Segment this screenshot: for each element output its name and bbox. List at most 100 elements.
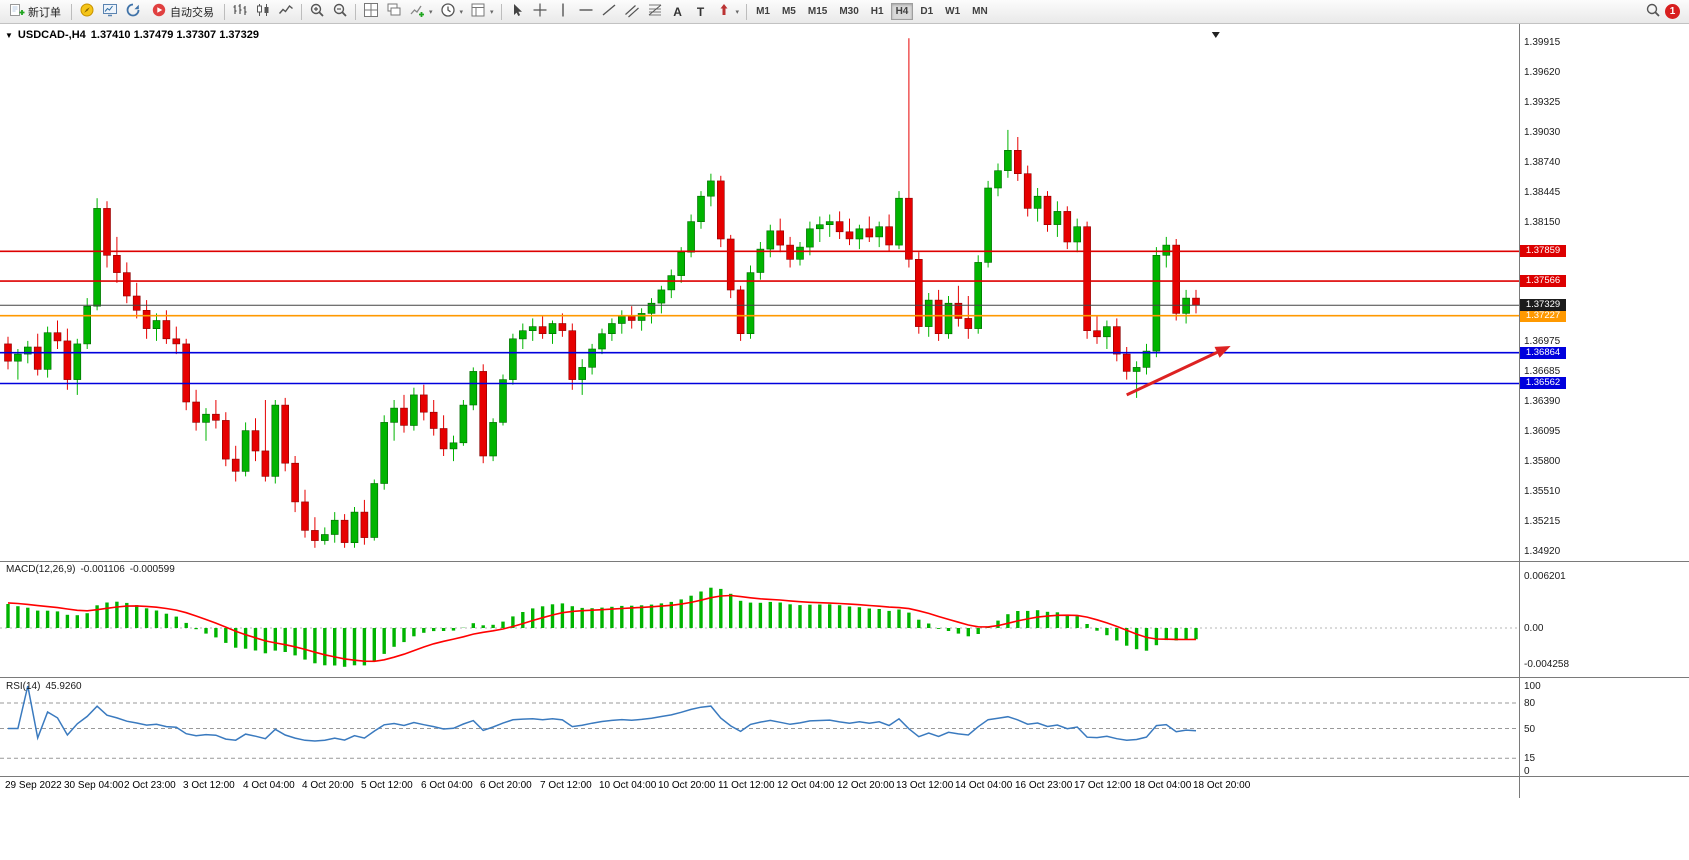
candlestick-chart-icon: [255, 2, 271, 21]
time-axis[interactable]: 29 Sep 2022 30 Sep 04:00 2 Oct 23:00 3 Oct …: [0, 780, 1519, 796]
rsi-indicator-pane[interactable]: [0, 679, 1519, 776]
line-chart-button[interactable]: [275, 2, 297, 22]
timeframe-mn[interactable]: MN: [967, 3, 993, 20]
timeframe-m15[interactable]: M15: [803, 3, 832, 20]
time-axis-label: 5 Oct 12:00: [361, 780, 413, 791]
zoom-out-button[interactable]: [329, 2, 351, 22]
indicators-button[interactable]: ▾: [406, 2, 436, 22]
arrows-tool-button[interactable]: ▾: [713, 2, 743, 22]
price-axis-label: 1.39620: [1524, 67, 1561, 78]
rsi-axis-label: 15: [1524, 753, 1536, 764]
toolbar-separator: [301, 3, 302, 20]
label-tool-button[interactable]: T: [690, 2, 712, 22]
time-axis-label: 29 Sep 2022: [5, 780, 62, 791]
time-axis-label: 4 Oct 20:00: [302, 780, 354, 791]
crosshair-icon: [532, 2, 548, 21]
periods-button[interactable]: ▾: [437, 2, 467, 22]
price-chart[interactable]: [0, 28, 1519, 561]
horizontal-line-icon: [578, 2, 594, 21]
timeframe-w1[interactable]: W1: [940, 3, 965, 20]
cascade-windows-icon: [386, 2, 402, 21]
price-axis-border: [1519, 24, 1520, 798]
price-axis-label: 1.35510: [1524, 486, 1561, 497]
timeframe-h1[interactable]: H1: [866, 3, 889, 20]
pane-divider[interactable]: [0, 561, 1689, 562]
rsi-axis-label: 80: [1524, 698, 1536, 709]
price-axis-label: 1.35800: [1524, 456, 1561, 467]
channel-icon: [624, 2, 640, 21]
zoom-in-button[interactable]: [306, 2, 328, 22]
time-axis-label: 13 Oct 12:00: [896, 780, 954, 791]
price-axis-label: 1.39915: [1524, 37, 1561, 48]
time-axis-label: 10 Oct 04:00: [599, 780, 657, 791]
timeframe-m1[interactable]: M1: [751, 3, 775, 20]
price-axis-label: 1.38150: [1524, 217, 1561, 228]
time-axis-label: 11 Oct 12:00: [718, 780, 775, 791]
time-axis-label: 3 Oct 12:00: [183, 780, 235, 791]
vertical-line-tool-button[interactable]: [552, 2, 574, 22]
new-order-icon: [9, 2, 25, 21]
trendline-tool-button[interactable]: [598, 2, 620, 22]
zoom-out-icon: [332, 2, 348, 21]
compass-icon: [79, 2, 95, 21]
price-axis-label: 1.36975: [1524, 336, 1561, 347]
market-watch-button[interactable]: [99, 2, 121, 22]
indicators-icon: [409, 2, 425, 21]
fibonacci-tool-button[interactable]: [644, 2, 666, 22]
search-icon: [1645, 2, 1661, 21]
timeframe-h4[interactable]: H4: [890, 3, 914, 20]
macd-name: MACD(12,26,9): [6, 564, 76, 575]
time-axis-label: 16 Oct 23:00: [1015, 780, 1073, 791]
new-order-button[interactable]: 新订单: [3, 2, 67, 22]
price-level-badge: 1.36562: [1520, 377, 1566, 389]
horizontal-line-tool-button[interactable]: [575, 2, 597, 22]
time-axis-label: 2 Oct 23:00: [124, 780, 176, 791]
auto-trading-label: 自动交易: [170, 6, 214, 19]
timeframe-m30[interactable]: M30: [834, 3, 863, 20]
search-button[interactable]: [1642, 2, 1664, 22]
refresh-button[interactable]: [122, 2, 144, 22]
compass-button[interactable]: [76, 2, 98, 22]
timeframe-m5[interactable]: M5: [777, 3, 801, 20]
crosshair-button[interactable]: [529, 2, 551, 22]
symbol-dropdown-icon[interactable]: ▼: [5, 30, 13, 40]
time-axis-label: 18 Oct 20:00: [1193, 780, 1251, 791]
rsi-label: RSI(14) 45.9260: [6, 681, 82, 692]
price-level-badge: 1.36864: [1520, 347, 1566, 359]
auto-trading-icon: [151, 2, 167, 21]
bar-chart-button[interactable]: [229, 2, 251, 22]
macd-label: MACD(12,26,9) -0.001106 -0.000599: [6, 564, 175, 575]
time-axis-label: 4 Oct 04:00: [243, 780, 295, 791]
zoom-in-icon: [309, 2, 325, 21]
rsi-value: 45.9260: [45, 681, 82, 692]
templates-button[interactable]: ▾: [467, 2, 497, 22]
chart-title: ▼ USDCAD-,H4 1.37410 1.37479 1.37307 1.3…: [5, 29, 259, 41]
time-axis-label: 30 Sep 04:00: [64, 780, 124, 791]
template-icon: [470, 2, 486, 21]
price-level-badge: 1.37859: [1520, 245, 1566, 257]
toolbar: 新订单 自动交易 ▾ ▾ ▾ A T ▾ M1 M5 M15 M30 H1 H4…: [0, 0, 1689, 24]
timeframe-d1[interactable]: D1: [915, 3, 938, 20]
price-axis-label: 1.35215: [1524, 516, 1561, 527]
trendline-icon: [601, 2, 617, 21]
dropdown-caret-icon: ▾: [459, 8, 464, 16]
dropdown-caret-icon: ▾: [429, 8, 433, 16]
notification-badge[interactable]: 1: [1665, 4, 1680, 19]
cascade-windows-button[interactable]: [383, 2, 405, 22]
price-axis-label: 1.39030: [1524, 127, 1561, 138]
time-axis-label: 6 Oct 20:00: [480, 780, 532, 791]
channel-tool-button[interactable]: [621, 2, 643, 22]
text-tool-button[interactable]: A: [667, 2, 689, 22]
cursor-button[interactable]: [506, 2, 528, 22]
macd-axis-label: 0.00: [1524, 623, 1544, 634]
text-tool-icon: A: [673, 4, 682, 19]
candlestick-chart-button[interactable]: [252, 2, 274, 22]
tile-windows-button[interactable]: [360, 2, 382, 22]
macd-indicator-pane[interactable]: [0, 562, 1519, 677]
pane-divider[interactable]: [0, 677, 1689, 678]
macd-main-value: -0.001106: [80, 564, 125, 575]
auto-trading-button[interactable]: 自动交易: [145, 2, 220, 22]
time-axis-label: 17 Oct 12:00: [1074, 780, 1132, 791]
toolbar-separator: [355, 3, 356, 20]
time-axis-label: 12 Oct 04:00: [777, 780, 835, 791]
